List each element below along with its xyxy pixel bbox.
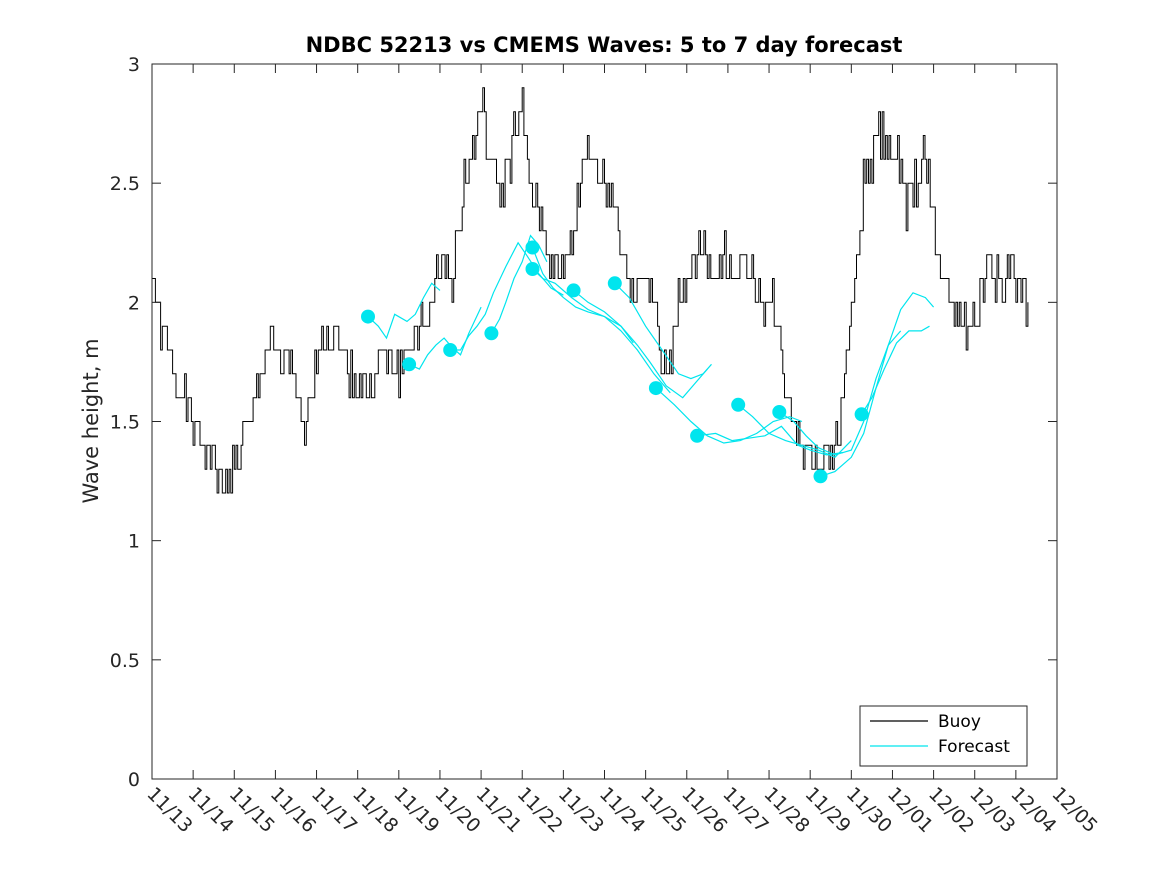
y-tick-label-5: 2.5 xyxy=(110,173,140,195)
legend-box xyxy=(859,705,1028,767)
forecast-series-line-6 xyxy=(573,289,708,399)
forecast-series-line-0 xyxy=(367,282,441,340)
forecast-series-line-11 xyxy=(778,330,902,456)
legend: Buoy Forecast xyxy=(859,705,1028,767)
forecast-start-marker-0 xyxy=(361,309,375,324)
forecast-series-line-12 xyxy=(820,292,935,477)
forecast-series-line-9 xyxy=(697,425,844,456)
y-tick-label-4: 2 xyxy=(128,292,140,314)
forecast-start-marker-1 xyxy=(402,357,417,372)
forecast-series-line-5 xyxy=(532,268,671,394)
plot-area xyxy=(152,87,1029,494)
buoy-series-line xyxy=(152,87,1029,494)
legend-forecast-label: Forecast xyxy=(938,737,1010,757)
y-tick-label-2: 1 xyxy=(128,531,140,553)
forecast-start-marker-12 xyxy=(813,469,828,484)
y-axis-label: Wave height, m xyxy=(79,338,103,503)
forecast-series-line-13 xyxy=(861,325,930,415)
legend-buoy-label: Buoy xyxy=(938,712,981,732)
forecast-series-line-4 xyxy=(531,247,634,344)
forecast-start-marker-10 xyxy=(731,397,746,412)
forecast-start-marker-5 xyxy=(525,262,540,276)
forecast-start-marker-4 xyxy=(525,240,540,255)
forecast-start-marker-7 xyxy=(607,276,622,291)
forecast-series-line-10 xyxy=(737,404,852,459)
forecast-start-marker-8 xyxy=(648,381,663,396)
forecast-start-marker-6 xyxy=(566,283,581,298)
forecast-series-line-7 xyxy=(614,282,712,380)
forecast-start-marker-13 xyxy=(854,407,869,422)
y-tick-label-6: 3 xyxy=(128,54,140,76)
forecast-start-marker-3 xyxy=(484,326,499,341)
forecast-start-marker-9 xyxy=(690,428,705,443)
y-tick-label-3: 1.5 xyxy=(110,412,140,434)
forecast-start-marker-2 xyxy=(443,343,458,357)
forecast-series-line-8 xyxy=(655,387,803,444)
chart-title: NDBC 52213 vs CMEMS Waves: 5 to 7 day fo… xyxy=(306,33,903,57)
y-tick-label-1: 0.5 xyxy=(110,650,140,672)
y-tick-label-0: 0 xyxy=(128,769,140,791)
forecast-start-marker-11 xyxy=(772,405,787,419)
